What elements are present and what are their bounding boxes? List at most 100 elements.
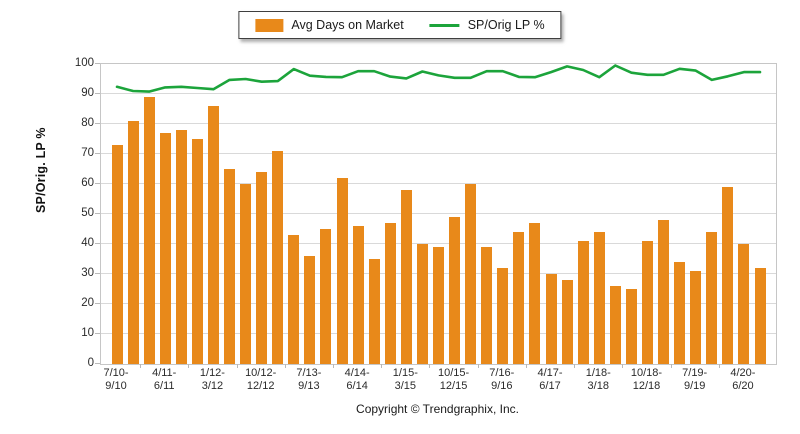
sp-orig-lp-line (115, 64, 762, 93)
x-tick-mark (525, 364, 527, 368)
x-tick-mark (718, 364, 720, 368)
bar-avg-days-on-market (641, 241, 653, 364)
x-tick-mark (140, 364, 142, 368)
y-tick-label: 30 (81, 267, 94, 279)
x-tick-label: 10/15- 12/15 (437, 367, 470, 392)
bar-avg-days-on-market (336, 178, 348, 364)
bar-avg-days-on-market (272, 151, 284, 364)
x-tick-label: 7/10- 9/10 (103, 367, 129, 392)
y-tick-label: 90 (81, 87, 94, 99)
bar-avg-days-on-market (175, 130, 187, 364)
bar-avg-days-on-market (400, 190, 412, 364)
plot-area (100, 63, 777, 365)
y-tick-label: 10 (81, 327, 94, 339)
y-tick-mark (95, 303, 100, 304)
x-tick-label: 7/16- 9/16 (489, 367, 515, 392)
legend-item-sp-lp: SP/Orig LP % (429, 18, 545, 32)
bar-avg-days-on-market (368, 259, 380, 364)
bar-avg-days-on-market (706, 232, 718, 364)
gridline (101, 243, 776, 244)
x-tick-label: 7/19- 9/19 (682, 367, 708, 392)
x-tick-mark (477, 364, 479, 368)
bar-avg-days-on-market (159, 133, 171, 364)
bar-avg-days-on-market (690, 271, 702, 364)
x-tick-label: 10/18- 12/18 (630, 367, 663, 392)
bar-avg-days-on-market (738, 244, 750, 364)
x-tick-mark (622, 364, 624, 368)
bar-avg-days-on-market (674, 262, 686, 364)
gridline (101, 213, 776, 214)
x-tick-mark (670, 364, 672, 368)
bar-avg-days-on-market (240, 184, 252, 364)
x-tick-mark (381, 364, 383, 368)
bar-avg-days-on-market (561, 280, 573, 364)
bar-avg-days-on-market (143, 97, 155, 364)
gridline (101, 153, 776, 154)
y-axis-title: SP/Orig. LP % (34, 127, 48, 213)
bar-avg-days-on-market (384, 223, 396, 364)
legend-label: SP/Orig LP % (467, 18, 545, 32)
y-tick-mark (95, 93, 100, 94)
y-tick-mark (95, 273, 100, 274)
bar-avg-days-on-market (320, 229, 332, 364)
y-tick-mark (95, 153, 100, 154)
y-tick-mark (95, 183, 100, 184)
x-tick-label: 7/13- 9/13 (296, 367, 322, 392)
bar-avg-days-on-market (722, 187, 734, 364)
x-tick-label: 1/15- 3/15 (392, 367, 418, 392)
copyright-text: Copyright © Trendgraphix, Inc. (356, 402, 519, 416)
x-tick-label: 1/18- 3/18 (585, 367, 611, 392)
bar-avg-days-on-market (481, 247, 493, 364)
bar-avg-days-on-market (465, 184, 477, 364)
gridline (101, 183, 776, 184)
y-tick-label: 60 (81, 177, 94, 189)
line-swatch-icon (429, 23, 460, 27)
x-tick-mark (429, 364, 431, 368)
x-tick-label: 4/11- 6/11 (152, 367, 177, 392)
y-tick-mark (95, 333, 100, 334)
y-tick-label: 0 (87, 357, 94, 369)
bar-avg-days-on-market (609, 286, 621, 364)
x-tick-mark (284, 364, 286, 368)
bar-avg-days-on-market (513, 232, 525, 364)
legend: Avg Days on Market SP/Orig LP % (238, 11, 562, 39)
x-tick-label: 10/12- 12/12 (245, 367, 277, 392)
bar-avg-days-on-market (449, 217, 461, 364)
gridline (101, 123, 776, 124)
bar-avg-days-on-market (191, 139, 203, 364)
bar-avg-days-on-market (593, 232, 605, 364)
y-tick-mark (95, 123, 100, 124)
bar-avg-days-on-market (352, 226, 364, 364)
bar-avg-days-on-market (416, 244, 428, 364)
bar-avg-days-on-market (658, 220, 670, 364)
bar-avg-days-on-market (207, 106, 219, 364)
y-tick-mark (95, 213, 100, 214)
bar-avg-days-on-market (497, 268, 509, 364)
x-tick-label: 4/17- 6/17 (537, 367, 563, 392)
x-tick-label: 4/14- 6/14 (344, 367, 370, 392)
y-tick-label: 100 (74, 57, 94, 69)
bar-avg-days-on-market (304, 256, 316, 364)
bar-avg-days-on-market (224, 169, 236, 364)
y-tick-label: 50 (81, 207, 94, 219)
bar-avg-days-on-market (433, 247, 444, 364)
x-tick-label: 4/20- 6/20 (730, 367, 756, 392)
legend-label: Avg Days on Market (291, 18, 404, 32)
x-tick-mark (574, 364, 576, 368)
bar-avg-days-on-market (111, 145, 123, 364)
bar-avg-days-on-market (625, 289, 637, 364)
bar-avg-days-on-market (577, 241, 589, 364)
gridline (101, 93, 776, 94)
bar-avg-days-on-market (127, 121, 139, 364)
bar-avg-days-on-market (545, 274, 557, 364)
y-tick-mark (95, 243, 100, 244)
y-tick-label: 80 (81, 117, 94, 129)
bar-swatch-icon (255, 18, 284, 32)
x-tick-mark (188, 364, 190, 368)
x-tick-mark (333, 364, 334, 368)
bar-avg-days-on-market (288, 235, 300, 364)
y-tick-mark (95, 63, 100, 64)
y-tick-label: 20 (81, 297, 94, 309)
bar-avg-days-on-market (256, 172, 268, 364)
